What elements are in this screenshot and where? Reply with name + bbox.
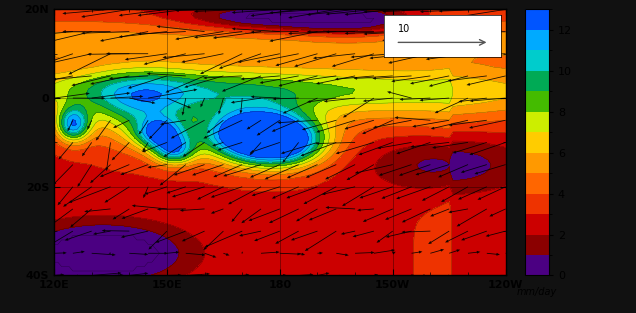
Text: mm/day: mm/day: [516, 287, 557, 297]
